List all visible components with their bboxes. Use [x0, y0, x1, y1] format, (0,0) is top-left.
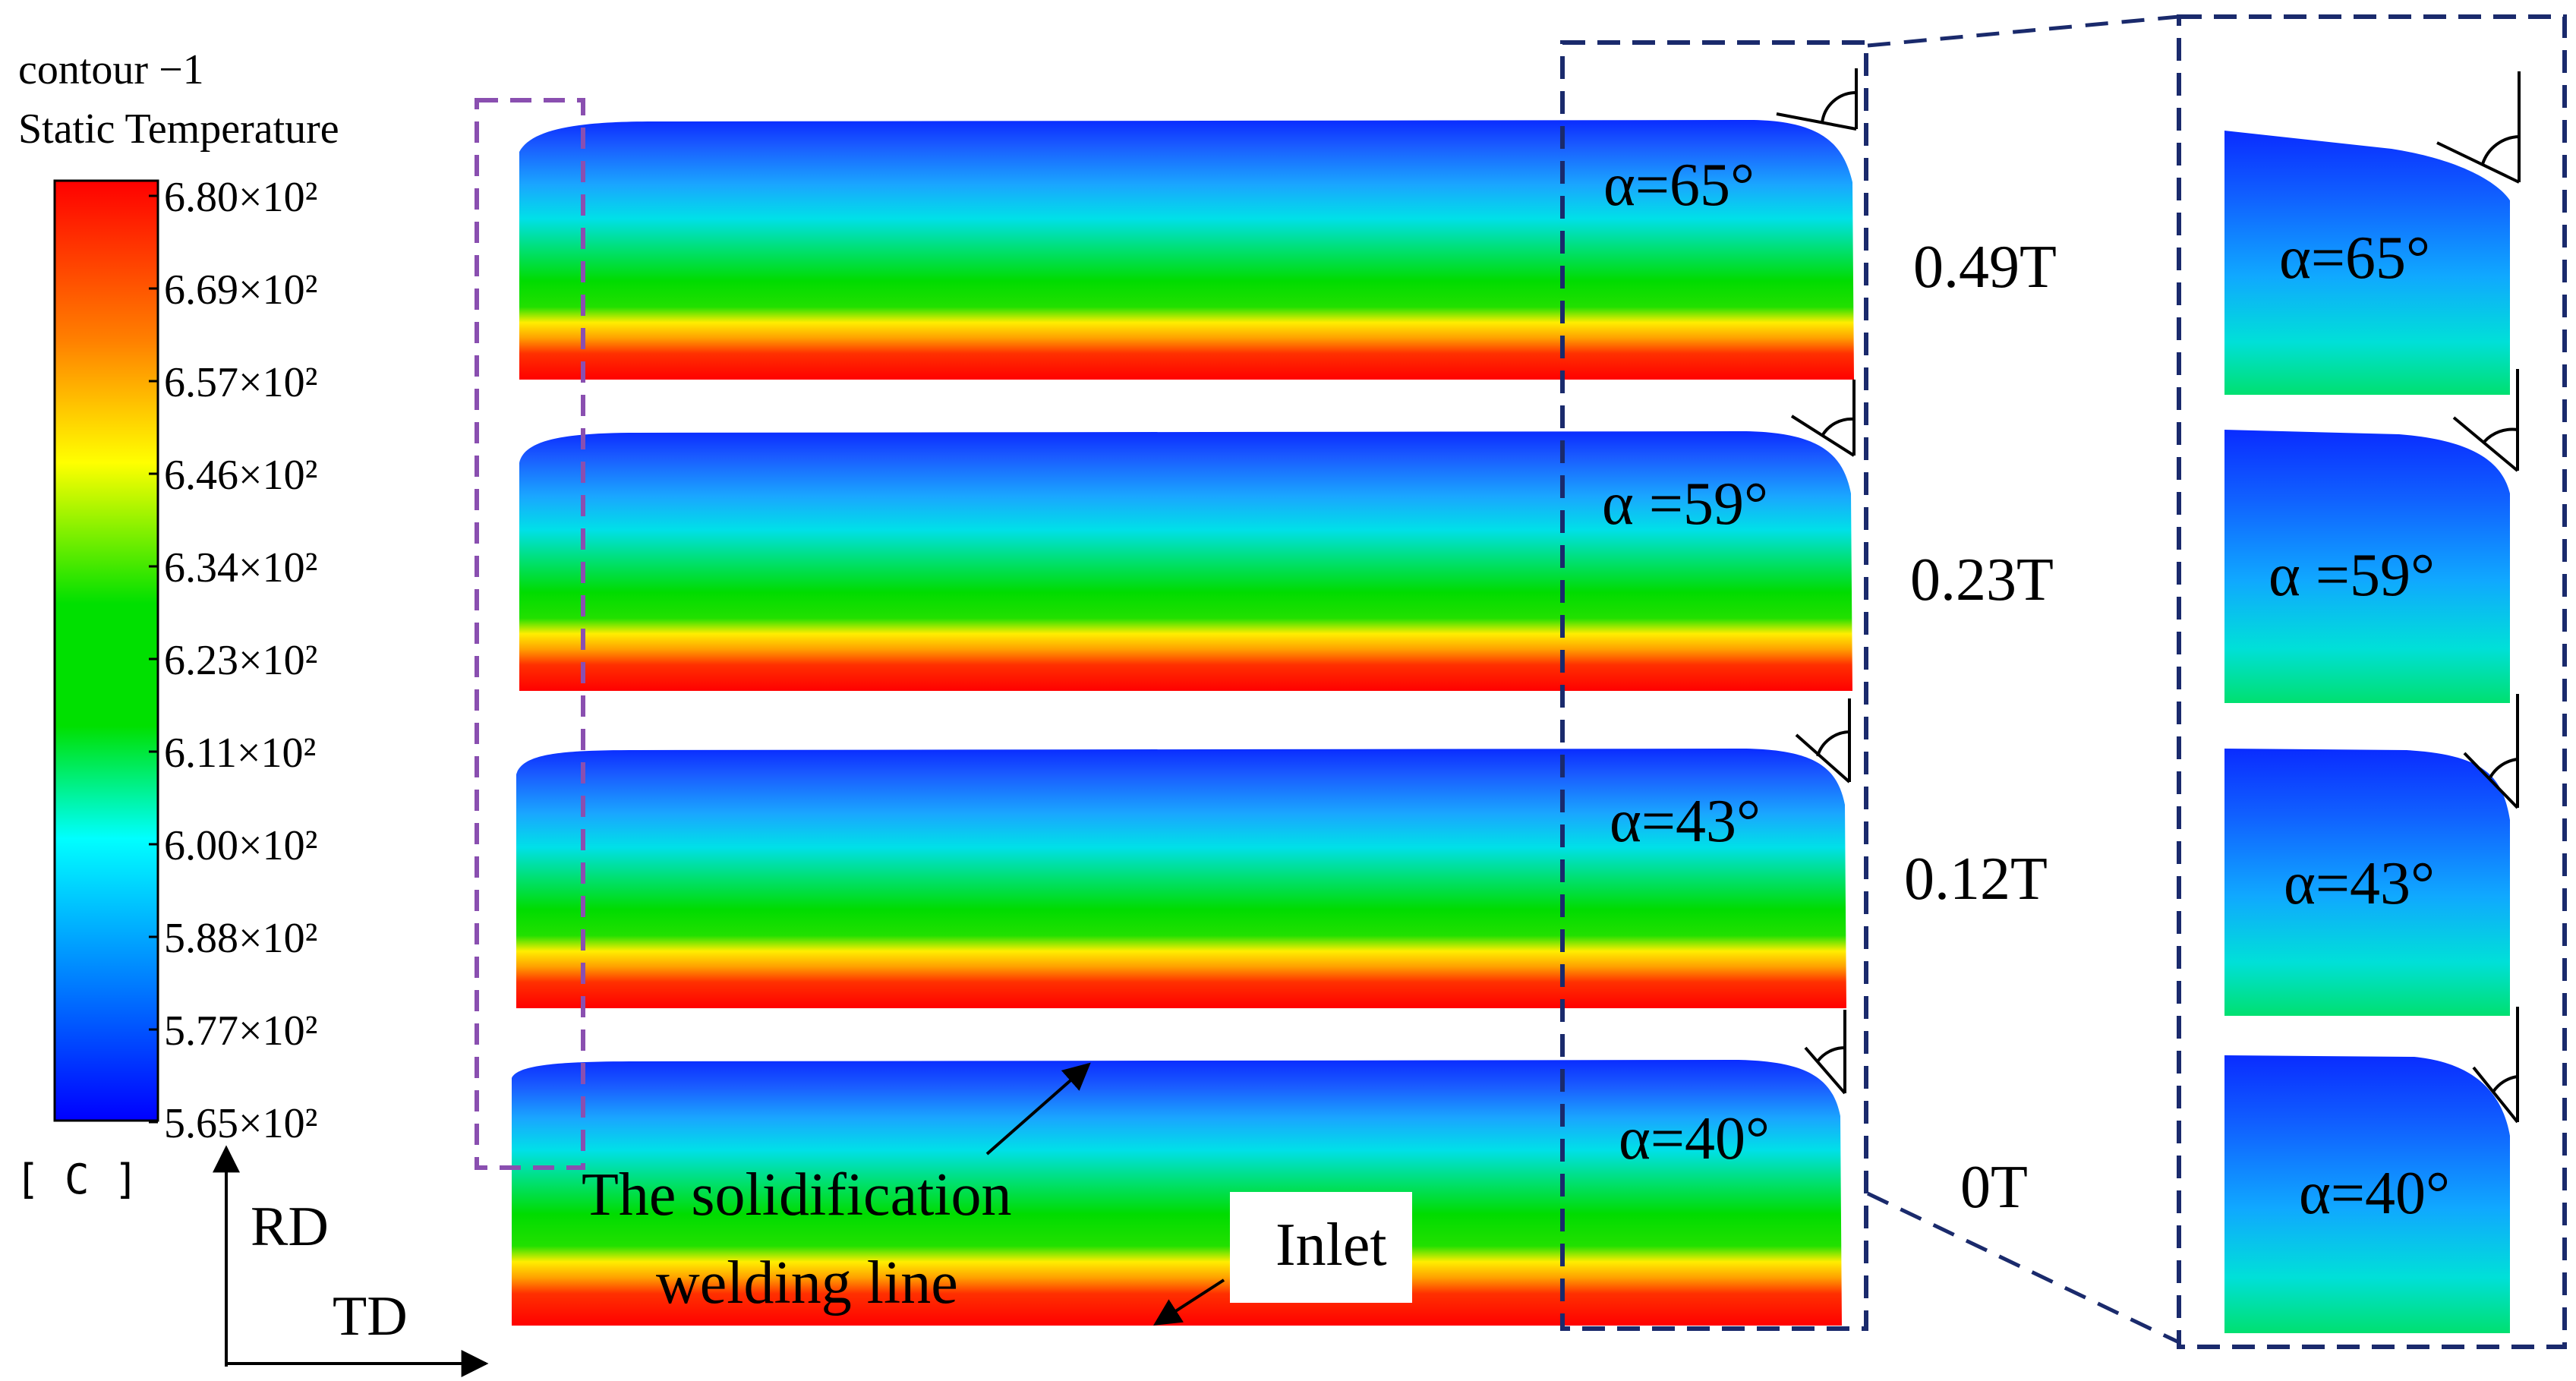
zoom-contour-4: [2224, 1055, 2510, 1333]
zoom-inset-2: α =59°: [2224, 369, 2519, 703]
angle-label-3: α=43°: [1610, 788, 1761, 855]
td-label: TD: [333, 1285, 408, 1348]
zoom-angle-arc-3: [2489, 758, 2518, 779]
legend-tick-label: 6.46×10²: [164, 452, 317, 499]
angle-label-1: α=65°: [1603, 152, 1755, 219]
angle-label-4: α=40°: [1619, 1105, 1770, 1172]
contour-panel-3: α=43° 0.12T: [516, 698, 2048, 1008]
angle-label-2: α =59°: [1602, 471, 1768, 538]
angle-mark-3: [1795, 698, 1851, 784]
solidification-arrow: [985, 1062, 1091, 1156]
direction-axes: RD TD: [213, 1145, 489, 1377]
navy-dashed-box: [1560, 40, 1868, 1331]
legend: contour −1 Static Temperature 6.80×10²6.…: [15, 46, 339, 1203]
zoom-angle-mark-2: [2452, 369, 2519, 472]
time-label-4: 0T: [1960, 1154, 2028, 1221]
zoom-inset-3: α=43°: [2224, 694, 2519, 1016]
legend-header-line2: Static Temperature: [18, 106, 339, 153]
contour-bar-1: [519, 120, 1854, 380]
angle-arc-3: [1816, 730, 1850, 757]
legend-tick-label: 5.88×10²: [164, 915, 317, 962]
zoom-connector-top: [1867, 14, 2180, 48]
purple-dashed-box: [475, 98, 585, 1170]
zoom-contour-3: [2224, 749, 2510, 1016]
legend-tick-label: 6.57×10²: [164, 359, 317, 406]
zoom-angle-label-4: α=40°: [2299, 1160, 2450, 1227]
legend-tick-label: 6.34×10²: [164, 544, 317, 591]
zoom-angle-mark-1: [2436, 71, 2521, 184]
zoom-contour-2: [2224, 430, 2510, 703]
angle-mark-1: [1776, 68, 1858, 131]
legend-tick-label: 5.65×10²: [164, 1100, 317, 1147]
zoom-angle-label-1: α=65°: [2279, 225, 2430, 292]
time-label-3: 0.12T: [1904, 846, 2048, 913]
legend-tick-label: 6.11×10²: [164, 730, 316, 777]
contour-panel-1: α=65° 0.49T: [519, 68, 2057, 380]
zoom-connector-bottom: [1866, 1191, 2180, 1345]
zoom-angle-label-2: α =59°: [2269, 542, 2435, 609]
inlet-label: Inlet: [1275, 1212, 1387, 1279]
time-label-1: 0.49T: [1913, 234, 2057, 301]
zoom-angle-arc-1: [2481, 135, 2520, 165]
zoom-angle-mark-4: [2472, 1007, 2519, 1124]
angle-arc-4: [1816, 1046, 1846, 1063]
contour-bar-2: [519, 431, 1852, 691]
legend-unit: [ C ]: [15, 1156, 139, 1203]
zoom-angle-arc-2: [2483, 427, 2518, 443]
zoom-contour-1: [2224, 131, 2510, 395]
zoom-angle-arc-4: [2492, 1075, 2518, 1093]
solidification-label-line1: The solidification: [582, 1162, 1012, 1228]
angle-mark-4: [1804, 1010, 1846, 1095]
angle-arc-1: [1821, 90, 1857, 124]
legend-header-line1: contour −1: [18, 46, 204, 93]
legend-tick-label: 6.23×10²: [164, 637, 317, 684]
zoom-dashed-box: [2177, 14, 2567, 1349]
solidification-annotation: The solidification welding line: [582, 1062, 1091, 1316]
contour-bar-4: [512, 1060, 1842, 1326]
time-label-2: 0.23T: [1910, 547, 2054, 613]
zoom-inset-1: α=65°: [2224, 71, 2521, 395]
zoom-inset-4: α=40°: [2224, 1007, 2519, 1333]
inlet-arrow: [1152, 1279, 1225, 1326]
rd-label: RD: [251, 1196, 329, 1258]
contour-panel-2: α =59° 0.23T: [519, 380, 2054, 691]
solidification-label-line2: welding line: [656, 1250, 958, 1316]
legend-tick-label: 6.69×10²: [164, 266, 317, 314]
inlet-annotation: Inlet: [1152, 1192, 1412, 1326]
legend-tick-labels: 6.80×10² 6.69×10² 6.57×10² 6.46×10² 6.34×10²…: [149, 174, 317, 1147]
legend-tick-label: 6.80×10²: [164, 174, 317, 221]
zoom-angle-mark-3: [2463, 694, 2519, 809]
zoom-angle-label-3: α=43°: [2284, 850, 2435, 917]
legend-tick-label: 6.00×10²: [164, 822, 317, 869]
legend-tick-label: 5.77×10²: [164, 1007, 317, 1055]
contour-bar-3: [516, 749, 1846, 1008]
angle-arc-2: [1821, 417, 1855, 437]
inlet-label-box: [1230, 1192, 1412, 1303]
contour-panel-4: α=40° 0T: [512, 1010, 2028, 1326]
legend-colorbar: [53, 179, 159, 1122]
